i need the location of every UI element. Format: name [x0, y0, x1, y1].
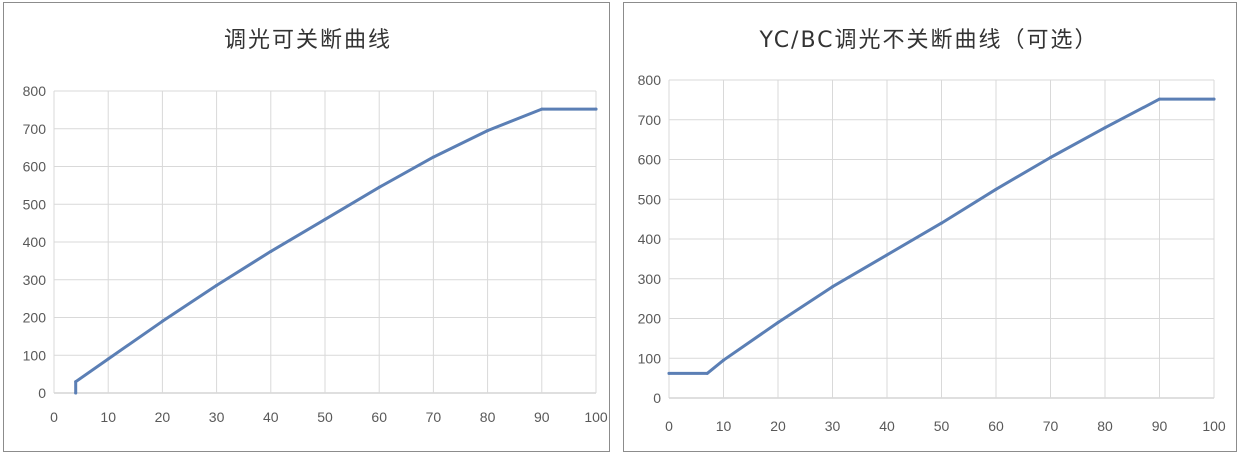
chart-title: 调光可关断曲线 [224, 28, 392, 53]
x-tick-label: 100 [1202, 418, 1226, 434]
y-tick-label: 300 [638, 271, 662, 287]
x-tick-label: 90 [534, 409, 550, 425]
data-point [323, 217, 327, 221]
chart-title: YC/BC调光不关断曲线（可选） [758, 28, 1098, 53]
y-tick-label: 0 [38, 385, 46, 401]
x-tick-label: 20 [155, 409, 171, 425]
x-tick-label: 80 [1097, 418, 1113, 434]
data-point [885, 253, 889, 257]
y-tick-label: 500 [23, 196, 47, 212]
x-tick-label: 100 [584, 409, 608, 425]
y-tick-label: 600 [638, 152, 662, 168]
data-point [705, 371, 709, 375]
chart-right: YC/BC调光不关断曲线（可选）010020030040050060070080… [638, 28, 1226, 434]
x-tick-label: 30 [825, 418, 841, 434]
data-point [1049, 156, 1052, 160]
data-point [1212, 97, 1216, 101]
data-point [269, 249, 273, 253]
x-tick-label: 40 [263, 409, 279, 425]
x-tick-label: 50 [317, 409, 333, 425]
y-tick-label: 700 [638, 112, 662, 128]
data-point [106, 357, 110, 361]
data-point [776, 320, 780, 324]
data-point [1158, 97, 1161, 101]
x-tick-label: 80 [480, 409, 496, 425]
data-point [74, 391, 78, 395]
y-tick-label: 700 [23, 121, 47, 137]
x-tick-label: 40 [879, 418, 895, 434]
x-tick-label: 70 [1043, 418, 1059, 434]
data-point [594, 107, 598, 111]
y-tick-label: 600 [23, 159, 47, 175]
y-tick-label: 500 [638, 191, 662, 207]
y-tick-label: 800 [638, 72, 662, 88]
x-tick-label: 50 [934, 418, 950, 434]
y-tick-label: 0 [653, 390, 661, 406]
x-tick-label: 20 [770, 418, 786, 434]
data-point [667, 371, 671, 375]
series-line [667, 97, 1216, 375]
data-point [377, 185, 381, 189]
chart-panel-left: 调光可关断曲线 0 100 200 300 400 500 600 700 800 0 10 20 30 4… [3, 2, 610, 452]
data-point [994, 187, 998, 191]
y-tick-label: 400 [23, 234, 47, 250]
series-line [74, 107, 598, 395]
chart-left: 调光可关断曲线 0 100 200 300 400 500 600 700 800 0 10 20 30 4… [23, 28, 608, 425]
x-tick-label: 10 [100, 409, 116, 425]
y-tick-label: 800 [23, 83, 47, 99]
data-point [940, 221, 943, 225]
y-tick-label: 200 [638, 311, 662, 327]
data-point [540, 107, 544, 111]
y-tick-label: 100 [638, 350, 662, 366]
data-point [831, 285, 834, 289]
x-tick-label: 30 [209, 409, 225, 425]
y-tick-label: 300 [23, 272, 47, 288]
y-tick-label: 100 [23, 347, 47, 363]
x-tick-label: 0 [50, 409, 58, 425]
data-point [486, 129, 490, 133]
x-tick-label: 10 [716, 418, 732, 434]
y-tick-label: 400 [638, 231, 662, 247]
x-tick-label: 60 [988, 418, 1004, 434]
chart-panel-right: YC/BC调光不关断曲线（可选） 0 100 200 300 400 500 600 700 80… [623, 2, 1237, 452]
x-tick-label: 70 [426, 409, 442, 425]
data-point [1103, 126, 1107, 130]
data-point [215, 283, 219, 287]
x-tick-label: 0 [665, 418, 673, 434]
data-point [160, 319, 164, 323]
data-point [431, 155, 435, 159]
data-point [74, 380, 78, 384]
y-tick-label: 200 [23, 310, 47, 326]
x-tick-label: 60 [371, 409, 387, 425]
x-tick-label: 90 [1152, 418, 1168, 434]
data-point [722, 358, 725, 362]
